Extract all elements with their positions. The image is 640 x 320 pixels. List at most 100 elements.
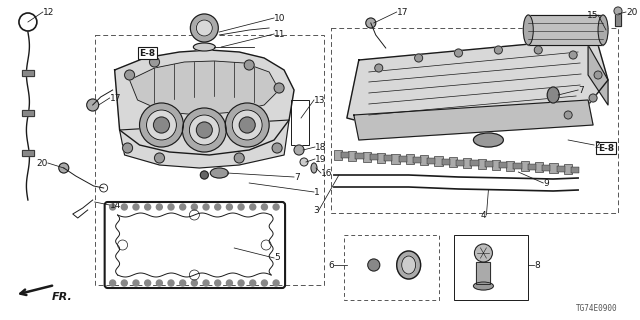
Bar — [428, 158, 435, 164]
Ellipse shape — [474, 133, 504, 147]
Circle shape — [168, 204, 174, 210]
Bar — [348, 151, 356, 161]
Text: FR.: FR. — [52, 292, 72, 302]
Circle shape — [203, 204, 209, 210]
Ellipse shape — [524, 15, 533, 45]
Text: 10: 10 — [274, 13, 285, 22]
Bar — [449, 157, 457, 167]
Circle shape — [494, 46, 502, 54]
Circle shape — [232, 110, 262, 140]
Text: 9: 9 — [543, 179, 549, 188]
Circle shape — [190, 14, 218, 42]
Text: 1: 1 — [314, 188, 320, 196]
Bar — [370, 154, 378, 160]
Text: 20: 20 — [626, 7, 637, 17]
Bar — [331, 28, 618, 213]
Bar — [463, 158, 472, 168]
Circle shape — [300, 158, 308, 166]
Text: 2: 2 — [594, 140, 600, 149]
Circle shape — [261, 280, 268, 286]
Bar — [377, 153, 385, 163]
Bar — [406, 155, 414, 164]
Bar — [363, 152, 371, 162]
Circle shape — [244, 60, 254, 70]
Bar — [355, 153, 364, 159]
Circle shape — [145, 280, 150, 286]
Circle shape — [261, 204, 268, 210]
Bar — [420, 155, 428, 165]
Circle shape — [238, 280, 244, 286]
Bar — [95, 35, 324, 285]
Bar — [528, 15, 603, 45]
Bar — [22, 150, 34, 156]
Bar — [22, 150, 34, 156]
Ellipse shape — [402, 256, 415, 274]
Circle shape — [215, 280, 221, 286]
Circle shape — [147, 110, 177, 140]
Circle shape — [250, 280, 256, 286]
Circle shape — [368, 259, 380, 271]
Circle shape — [564, 111, 572, 119]
Bar — [542, 165, 550, 171]
Bar — [499, 162, 508, 168]
Bar — [513, 163, 522, 169]
Bar — [528, 15, 603, 45]
Circle shape — [168, 280, 174, 286]
Text: 17: 17 — [397, 7, 408, 17]
Circle shape — [145, 204, 150, 210]
Circle shape — [123, 143, 132, 153]
Circle shape — [122, 204, 127, 210]
Circle shape — [203, 280, 209, 286]
Bar — [492, 160, 500, 170]
Ellipse shape — [311, 163, 317, 173]
Bar — [521, 162, 529, 172]
Bar — [22, 110, 34, 116]
Bar — [571, 166, 579, 172]
Circle shape — [225, 103, 269, 147]
Bar — [506, 161, 515, 171]
Bar — [291, 100, 309, 145]
Text: E-8: E-8 — [140, 49, 156, 58]
Text: 6: 6 — [328, 260, 334, 269]
Circle shape — [250, 204, 256, 210]
Circle shape — [534, 46, 542, 54]
Circle shape — [272, 143, 282, 153]
Circle shape — [215, 204, 221, 210]
Circle shape — [273, 280, 279, 286]
Bar — [564, 164, 572, 174]
Circle shape — [569, 51, 577, 59]
Bar — [528, 164, 536, 170]
Circle shape — [180, 280, 186, 286]
Circle shape — [589, 94, 597, 102]
Circle shape — [415, 54, 422, 62]
Text: 12: 12 — [43, 7, 54, 17]
Polygon shape — [129, 61, 279, 115]
Text: 14: 14 — [109, 201, 121, 210]
Ellipse shape — [474, 282, 493, 290]
Ellipse shape — [598, 15, 608, 45]
Text: 7: 7 — [578, 85, 584, 94]
Circle shape — [366, 18, 376, 28]
Circle shape — [156, 280, 163, 286]
Circle shape — [594, 71, 602, 79]
Circle shape — [234, 153, 244, 163]
Circle shape — [294, 145, 304, 155]
Bar — [549, 163, 557, 173]
Text: 18: 18 — [315, 142, 326, 151]
Circle shape — [200, 171, 209, 179]
Circle shape — [156, 204, 163, 210]
Circle shape — [59, 163, 68, 173]
Circle shape — [182, 108, 227, 152]
Circle shape — [191, 280, 197, 286]
Bar — [615, 12, 621, 26]
Bar — [476, 262, 490, 284]
Circle shape — [274, 83, 284, 93]
Bar — [454, 235, 528, 300]
Circle shape — [191, 204, 197, 210]
Text: 8: 8 — [534, 260, 540, 269]
Circle shape — [180, 204, 186, 210]
Circle shape — [125, 70, 134, 80]
Text: 3: 3 — [313, 205, 319, 214]
Circle shape — [238, 204, 244, 210]
Bar — [413, 157, 421, 163]
